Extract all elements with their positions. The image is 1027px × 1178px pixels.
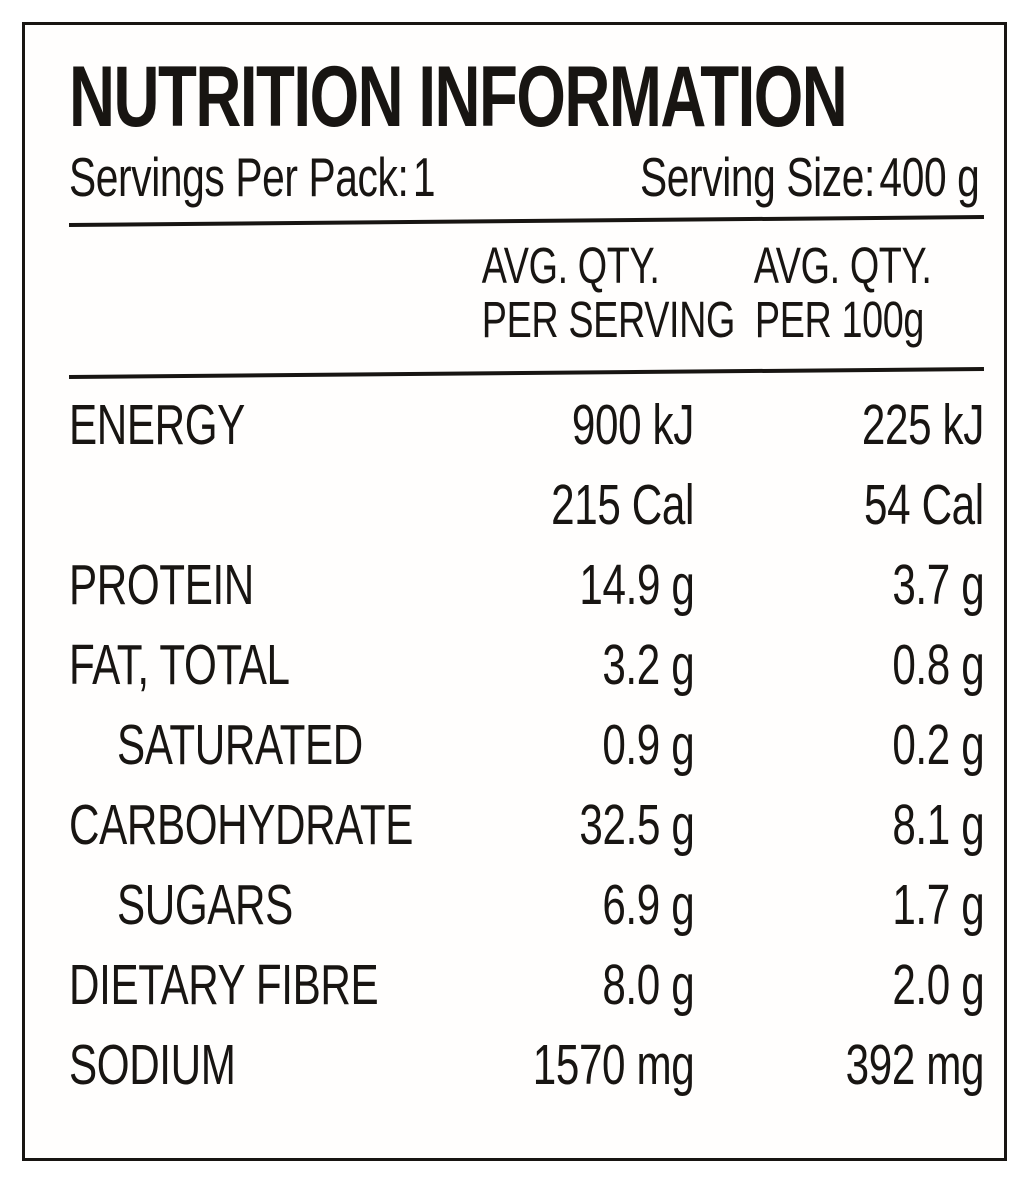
value-per-serving: 215 Cal: [551, 473, 694, 538]
nutrient-name: SATURATED: [117, 713, 363, 778]
row-saturated: SATURATED 0.9 g 0.2 g: [69, 705, 984, 785]
nutrient-name: PROTEIN: [69, 553, 254, 618]
servings-per-pack-value: 1: [412, 145, 436, 208]
value-per-100g: 392 mg: [845, 1033, 985, 1098]
nutrient-name: ENERGY: [69, 393, 245, 458]
col-header-per-serving-line1: AVG. QTY.: [481, 237, 660, 295]
row-fat-total: FAT, TOTAL 3.2 g 0.8 g: [69, 625, 984, 705]
value-per-100g: 0.8 g: [892, 633, 984, 698]
nutrition-label-frame: NUTRITION INFORMATION Servings Per Pack:…: [22, 22, 1007, 1161]
serving-size: Serving Size:400 g: [640, 146, 984, 209]
value-per-serving: 900 kJ: [571, 393, 694, 458]
value-per-serving: 3.2 g: [602, 633, 694, 698]
value-per-serving: 8.0 g: [602, 953, 694, 1018]
nutrient-name: DIETARY FIBRE: [69, 953, 379, 1018]
serving-size-label: Serving Size:: [639, 145, 875, 208]
serving-info-line: Servings Per Pack:1 Serving Size:400 g: [69, 146, 984, 209]
value-per-100g: 3.7 g: [892, 553, 984, 618]
divider-top: [68, 215, 985, 228]
value-per-100g: 1.7 g: [892, 873, 984, 938]
row-carbohydrate: CARBOHYDRATE 32.5 g 8.1 g: [69, 785, 984, 865]
value-per-100g: 54 Cal: [864, 473, 984, 538]
col-header-per-serving-line2: PER SERVING: [481, 291, 736, 349]
value-per-100g: 225 kJ: [861, 393, 984, 458]
label-title-text: NUTRITION INFORMATION: [69, 49, 848, 145]
value-per-100g: 2.0 g: [892, 953, 984, 1018]
label-title: NUTRITION INFORMATION: [69, 51, 984, 144]
row-energy: ENERGY 900 kJ 225 kJ: [69, 385, 984, 465]
col-header-per-100g: AVG. QTY. PER 100g: [694, 239, 984, 347]
col-header-per-100g-line1: AVG. QTY.: [753, 237, 932, 295]
nutrition-table: ENERGY 900 kJ 225 kJ 215 Cal 54 Cal PROT…: [69, 385, 984, 1105]
value-per-serving: 14.9 g: [578, 553, 694, 618]
col-header-per-serving: AVG. QTY. PER SERVING: [429, 237, 736, 349]
value-per-serving: 32.5 g: [578, 793, 694, 858]
divider-header: [68, 367, 985, 380]
value-per-serving: 1570 mg: [532, 1033, 694, 1098]
row-protein: PROTEIN 14.9 g 3.7 g: [69, 545, 984, 625]
row-dietary-fibre: DIETARY FIBRE 8.0 g 2.0 g: [69, 945, 984, 1025]
header-spacer: [69, 239, 429, 347]
serving-size-value: 400 g: [879, 145, 980, 208]
column-headers: AVG. QTY. PER SERVING AVG. QTY. PER 100g: [69, 239, 984, 347]
row-sodium: SODIUM 1570 mg 392 mg: [69, 1025, 984, 1105]
value-per-serving: 0.9 g: [602, 713, 694, 778]
nutrient-name: FAT, TOTAL: [69, 633, 290, 698]
nutrient-name: SUGARS: [117, 873, 293, 938]
row-sugars: SUGARS 6.9 g 1.7 g: [69, 865, 984, 945]
value-per-100g: 8.1 g: [892, 793, 984, 858]
servings-per-pack-label: Servings Per Pack:: [69, 145, 409, 208]
value-per-100g: 0.2 g: [892, 713, 984, 778]
row-energy-cal: 215 Cal 54 Cal: [69, 465, 984, 545]
col-header-per-100g-line2: PER 100g: [754, 291, 924, 349]
value-per-serving: 6.9 g: [602, 873, 694, 938]
nutrient-name: SODIUM: [69, 1033, 236, 1098]
servings-per-pack: Servings Per Pack:1: [69, 146, 440, 209]
nutrient-name: CARBOHYDRATE: [69, 793, 413, 858]
